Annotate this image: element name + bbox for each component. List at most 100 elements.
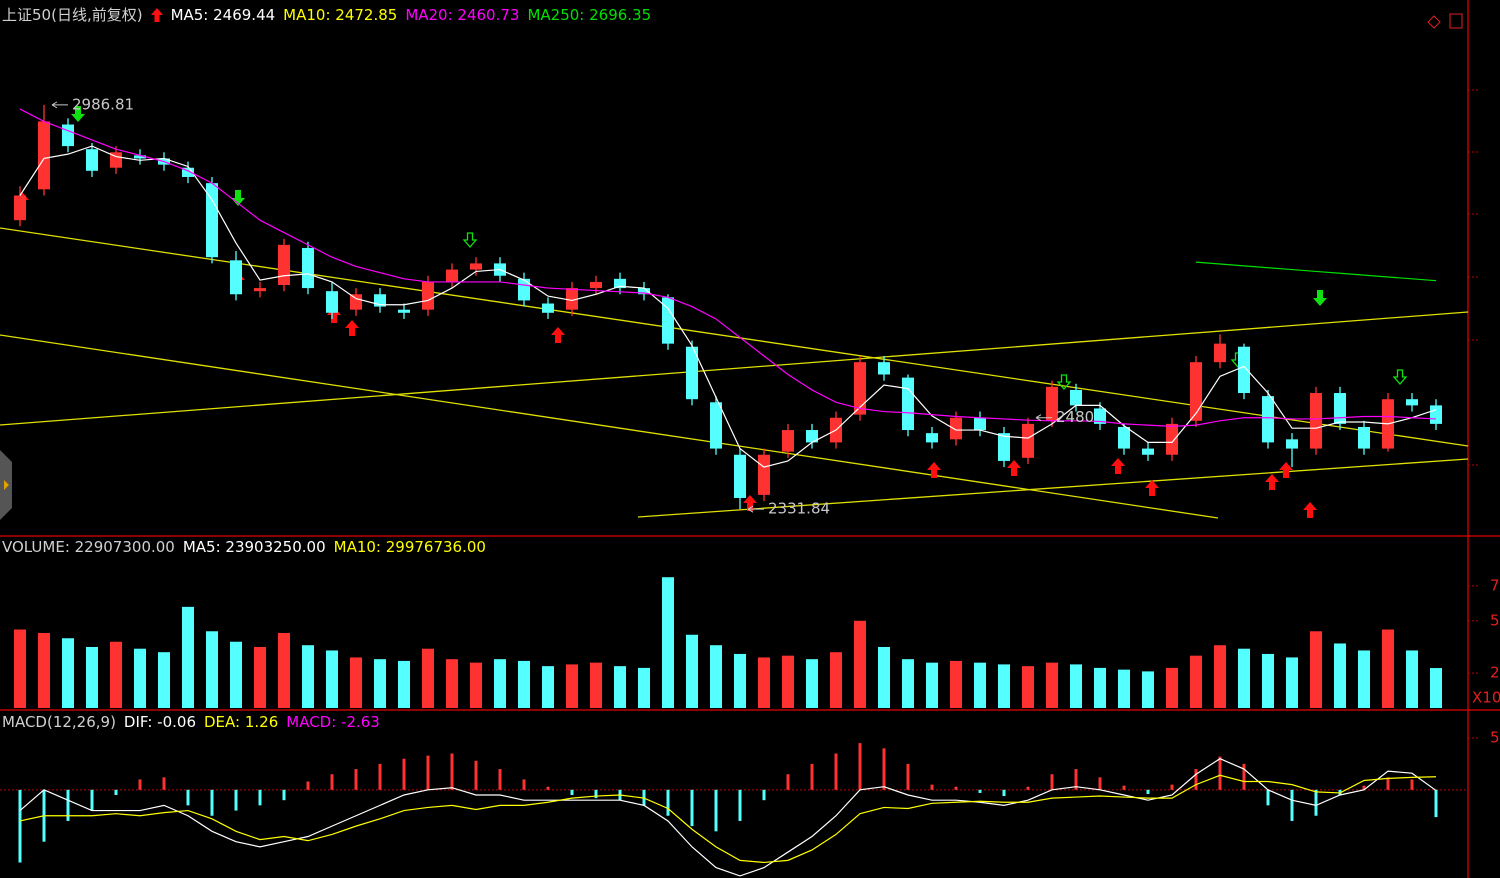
candle-body: [614, 278, 626, 289]
volume-bar: [734, 653, 746, 708]
candle-body: [1214, 343, 1226, 363]
indicator-line: [19, 108, 1437, 427]
volume-bar: [1286, 657, 1298, 708]
candle-body: [1406, 399, 1418, 406]
annotation: 2331.84: [768, 500, 830, 518]
trend-lines: [0, 227, 1469, 519]
candle-body: [254, 288, 266, 292]
candle-body: [542, 303, 554, 313]
volume-bar: [806, 659, 818, 708]
volume-bar: [422, 648, 434, 708]
candle-body: [734, 454, 746, 498]
up-icon: [150, 7, 163, 22]
volume-bar: [542, 666, 554, 708]
panel-title: MACD(12,26,9): [2, 713, 116, 731]
candle-body: [902, 377, 914, 431]
candle-body: [1358, 426, 1370, 449]
candle-body: [1142, 448, 1154, 455]
volume-bar: [1430, 668, 1442, 708]
volume-bar: [470, 662, 482, 708]
window-buttons[interactable]: [1427, 13, 1463, 29]
volume-bar: [854, 620, 866, 708]
volume-bar: [1358, 650, 1370, 708]
volume-bar: [1046, 662, 1058, 708]
candle-body: [1334, 393, 1346, 424]
volume-bar: [902, 659, 914, 708]
candle-body: [854, 362, 866, 415]
volume-bar: [254, 646, 266, 708]
y-tick-label: 5: [1490, 611, 1500, 629]
volume-bar: [1094, 667, 1106, 708]
candle-body: [1430, 405, 1442, 424]
signal-arrows: [15, 106, 1407, 518]
volume-bar: [326, 650, 338, 708]
candle-body: [686, 346, 698, 400]
candle-body: [62, 124, 74, 147]
candle-body: [1286, 439, 1298, 449]
indicator-label: MACD: -2.63: [286, 713, 380, 731]
volume-bar: [782, 655, 794, 708]
candle-body: [398, 309, 410, 313]
indicator-label: MA5: 2469.44: [170, 5, 276, 24]
candle-body: [1118, 426, 1130, 449]
candle-body: [590, 281, 602, 289]
candle-body: [1022, 423, 1034, 458]
panel-header: 上证50(日线,前复权) MA5: 2469.44 MA10: 2472.85 MA2…: [2, 4, 651, 25]
candle-body: [1046, 386, 1058, 421]
candle-body: [950, 417, 962, 440]
candle-body: [1262, 396, 1274, 443]
candle-body: [422, 281, 434, 310]
y-tick-label: 5: [1490, 728, 1500, 746]
indicator-label: MA10: 2472.85: [283, 5, 398, 24]
volume-bar: [494, 659, 506, 708]
panel-title: 上证50(日线,前复权): [2, 6, 143, 24]
y-tick-label: 2: [1490, 664, 1500, 682]
candle-body: [14, 195, 26, 221]
candle-body: [302, 247, 314, 289]
annotation: 2986.81: [72, 95, 134, 113]
volume-bar: [1238, 648, 1250, 708]
volume-bar: [518, 660, 530, 708]
candle-body: [206, 183, 218, 258]
volume-bar: [566, 664, 578, 708]
candle-body: [1166, 423, 1178, 455]
volume-bar: [686, 634, 698, 708]
volume-bar: [878, 646, 890, 708]
volume-bar: [14, 629, 26, 708]
volume-bar: [662, 577, 674, 708]
volume-bar: [1310, 631, 1322, 708]
y-tick-label: 7: [1490, 576, 1500, 594]
candle-body: [1190, 362, 1202, 421]
axis-ticks: [1468, 89, 1480, 466]
candle-body: [758, 454, 770, 495]
indicator-label: DIF: -0.06: [123, 713, 196, 731]
volume-bar: [1382, 629, 1394, 708]
volume-bar: [1142, 671, 1154, 708]
volume-bar: [1406, 650, 1418, 708]
candle-body: [710, 402, 722, 449]
panel-header: MACD(12,26,9) DIF: -0.06 DEA: 1.26 MACD: -2…: [2, 713, 380, 731]
indicator-label: MA20: 2460.73: [405, 5, 520, 24]
volume-bar: [1334, 643, 1346, 708]
volume-bar: [182, 606, 194, 708]
panel-header: VOLUME: 22907300.00 MA5: 23903250.00 MA10:…: [2, 538, 486, 556]
indicator-line: [19, 758, 1437, 877]
candle-body: [326, 291, 338, 313]
volume-bar: [86, 646, 98, 708]
volume-bar: [1214, 645, 1226, 708]
candle-body: [878, 362, 890, 375]
indicator-line: [1195, 261, 1437, 282]
volume-bar: [230, 641, 242, 708]
unit-label: X10: [1472, 689, 1500, 707]
candle-body: [278, 244, 290, 285]
annotation-arrow: [747, 505, 764, 513]
annotation-arrow: [51, 101, 68, 109]
candle-body: [38, 121, 50, 190]
candle-body: [350, 294, 362, 310]
volume-bar: [1166, 667, 1178, 708]
candle-body: [998, 433, 1010, 461]
volume-bar: [446, 659, 458, 708]
indicator-line: [19, 774, 1437, 864]
